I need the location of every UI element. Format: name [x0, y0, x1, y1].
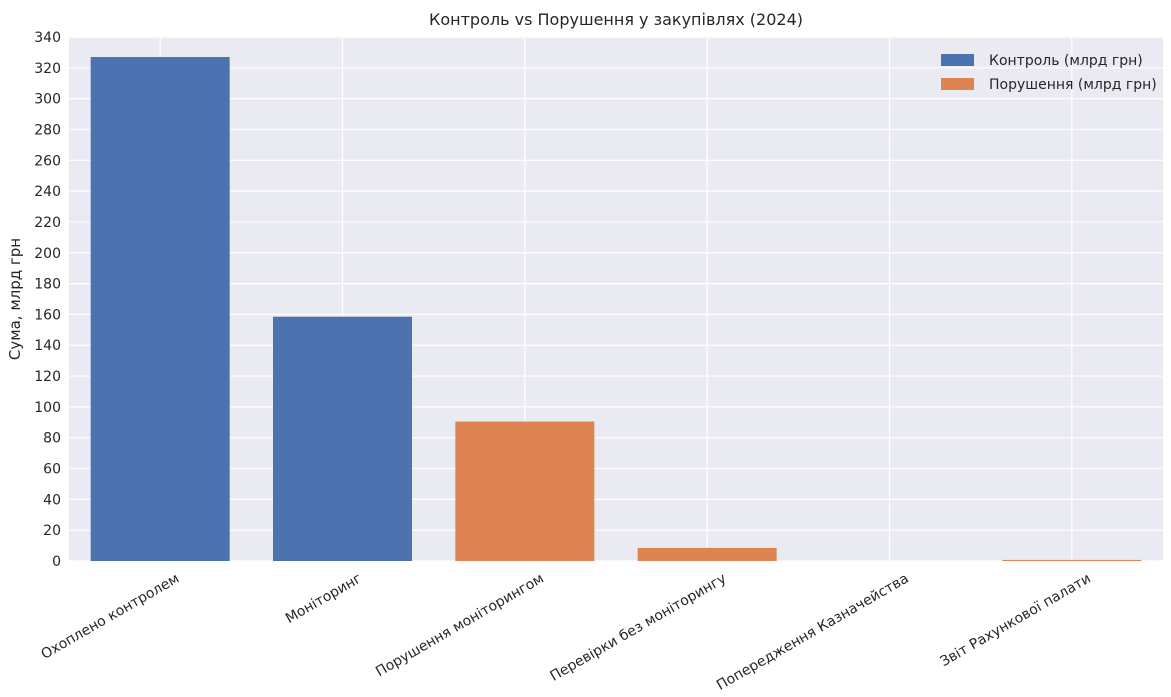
y-tick-label: 100: [34, 400, 61, 416]
y-tick-label: 320: [34, 61, 61, 77]
y-tick-label: 220: [34, 215, 61, 231]
plot-area: [69, 37, 1163, 561]
bar: [1002, 559, 1142, 561]
y-tick-label: 0: [52, 554, 61, 570]
legend-swatch: [941, 78, 974, 90]
x-tick-label: Попередження Казначейства: [714, 571, 911, 694]
y-tick-label: 300: [34, 92, 61, 108]
bar: [90, 57, 230, 562]
legend: Контроль (млрд грн) Порушення (млрд грн): [941, 53, 1157, 93]
y-tick-label: 340: [34, 30, 61, 46]
y-tick-label: 160: [34, 307, 61, 323]
legend-swatch: [941, 54, 974, 66]
y-tick-label: 140: [34, 338, 61, 354]
y-axis-ticks: 0 20 40 60 80 100 120 140 160 180 200 220 240 260 280 3…: [34, 30, 61, 570]
y-tick-label: 40: [43, 492, 61, 508]
legend-label: Порушення (млрд грн): [989, 77, 1157, 93]
y-tick-label: 60: [43, 462, 61, 478]
y-tick-label: 180: [34, 277, 61, 293]
bar: [455, 421, 595, 561]
x-axis-labels: Охоплено контролем Моніторинг Порушення мо…: [38, 571, 1093, 694]
bar: [273, 316, 412, 561]
bar: [637, 547, 777, 561]
x-tick-label: Охоплено контролем: [38, 571, 182, 663]
bars: [90, 57, 1142, 562]
y-tick-label: 20: [43, 523, 61, 539]
y-tick-label: 240: [34, 184, 61, 200]
y-tick-label: 80: [43, 431, 61, 447]
y-tick-label: 120: [34, 369, 61, 385]
legend-label: Контроль (млрд грн): [989, 53, 1143, 69]
x-tick-label: Порушення моніторингом: [373, 571, 547, 681]
y-tick-label: 260: [34, 153, 61, 169]
y-tick-label: 200: [34, 246, 61, 262]
y-axis-label: Сума, млрд грн: [6, 238, 24, 360]
x-tick-label: Моніторинг: [283, 571, 365, 627]
grid-lines: [69, 36, 1163, 562]
x-tick-label: Звіт Рахункової палати: [938, 571, 1094, 670]
x-tick-label: Перевірки без моніторингу: [548, 571, 730, 685]
chart-title: Контроль vs Порушення у закупівлях (2024…: [429, 10, 803, 29]
y-tick-label: 280: [34, 122, 61, 138]
